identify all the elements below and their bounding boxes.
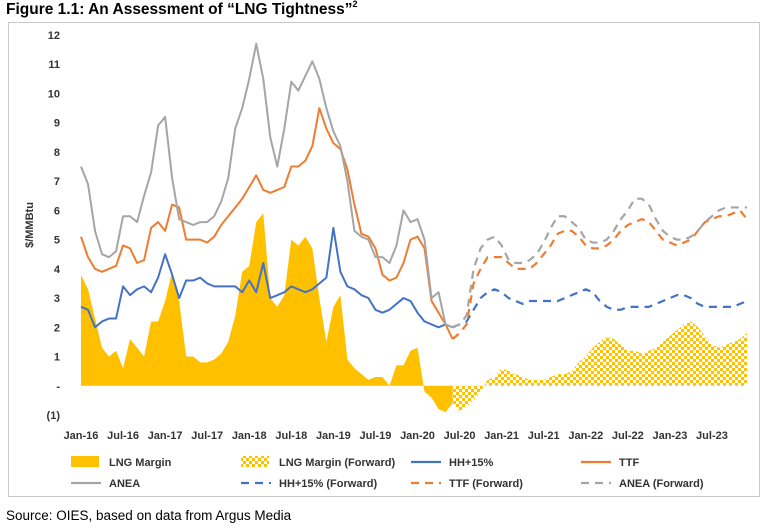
- line-anea-forward: [452, 197, 747, 329]
- chart-frame: (1) -1 2 3 4 5 6 7 8 9 10 11 12 Jan-16 Jul-16 Jan-17 Ju…: [8, 22, 760, 497]
- legend-label: ANEA (Forward): [619, 478, 704, 490]
- y-tick-label: -: [56, 381, 60, 393]
- legend-item: ANEA (Forward): [581, 478, 704, 490]
- x-tick-label: Jan-16: [64, 430, 99, 442]
- area-lng-margin-forward-: [452, 321, 747, 413]
- y-tick-label: (1): [47, 410, 61, 422]
- y-tick-label: 6: [54, 205, 60, 217]
- y-tick-label: 10: [48, 88, 60, 100]
- y-tick-label: 12: [48, 30, 60, 42]
- x-tick-label: Jul-16: [107, 430, 139, 442]
- legend-item: HH+15% (Forward): [241, 478, 377, 490]
- x-axis-ticks: Jan-16 Jul-16 Jan-17 Jul-17 Jan-18 Jul-18 Jan-…: [64, 430, 728, 442]
- x-tick-label: Jan-19: [316, 430, 351, 442]
- legend-label: ANEA: [109, 478, 140, 490]
- legend-item: LNG Margin: [71, 456, 172, 469]
- line-ttf-forward: [451, 209, 748, 340]
- y-tick-label: 5: [54, 235, 60, 247]
- legend-item: TTF: [581, 457, 639, 469]
- y-tick-label: 8: [54, 147, 60, 159]
- legend-label: LNG Margin: [109, 457, 172, 469]
- legend-swatch: [241, 456, 269, 467]
- line-anea: [80, 42, 453, 329]
- figure-footnote-mark: 2: [352, 0, 358, 9]
- x-tick-label: Jan-17: [148, 430, 183, 442]
- x-tick-label: Jan-21: [484, 430, 519, 442]
- legend-label: LNG Margin (Forward): [279, 457, 395, 469]
- x-tick-label: Jul-17: [191, 430, 223, 442]
- legend-item: ANEA: [71, 478, 140, 490]
- x-tick-label: Jul-18: [275, 430, 307, 442]
- area-lng-margin: [81, 213, 453, 413]
- x-tick-label: Jan-23: [652, 430, 687, 442]
- x-tick-label: Jul-20: [444, 430, 476, 442]
- legend-item: LNG Margin (Forward): [241, 456, 395, 469]
- y-tick-label: 7: [54, 176, 60, 188]
- legend-label: TTF (Forward): [449, 478, 523, 490]
- legend-item: HH+15%: [411, 457, 494, 469]
- y-tick-label: 9: [54, 118, 60, 130]
- legend-label: HH+15%: [449, 457, 494, 469]
- y-tick-label: 3: [54, 293, 60, 305]
- source-note: Source: OIES, based on data from Argus M…: [6, 508, 292, 523]
- line-ttf: [80, 107, 454, 340]
- line-series: [80, 42, 748, 340]
- x-tick-label: Jul-19: [360, 430, 392, 442]
- x-tick-label: Jul-23: [696, 430, 728, 442]
- chart-legend: LNG Margin LNG Margin (Forward) HH+15% TTF A…: [71, 456, 704, 490]
- x-tick-label: Jul-22: [612, 430, 644, 442]
- y-tick-label: 2: [54, 322, 60, 334]
- line-hh-15: [80, 226, 453, 329]
- x-tick-label: Jul-21: [528, 430, 560, 442]
- y-tick-label: 4: [54, 264, 61, 276]
- y-axis-label: $/MMBtu: [24, 202, 36, 248]
- figure-title: Figure 1.1: An Assessment of “LNG Tightn…: [6, 0, 358, 19]
- x-tick-label: Jan-20: [400, 430, 435, 442]
- legend-label: TTF: [619, 457, 639, 469]
- x-tick-label: Jan-22: [568, 430, 603, 442]
- figure-title-text: Figure 1.1: An Assessment of “LNG Tightn…: [6, 1, 353, 18]
- line-hh-15-forward: [452, 288, 748, 329]
- y-tick-label: 1: [54, 352, 60, 364]
- y-tick-label: 11: [48, 59, 60, 71]
- legend-item: TTF (Forward): [411, 478, 523, 490]
- legend-swatch: [71, 456, 99, 467]
- area-series: [81, 213, 747, 413]
- legend-label: HH+15% (Forward): [279, 478, 377, 490]
- x-tick-label: Jan-18: [232, 430, 267, 442]
